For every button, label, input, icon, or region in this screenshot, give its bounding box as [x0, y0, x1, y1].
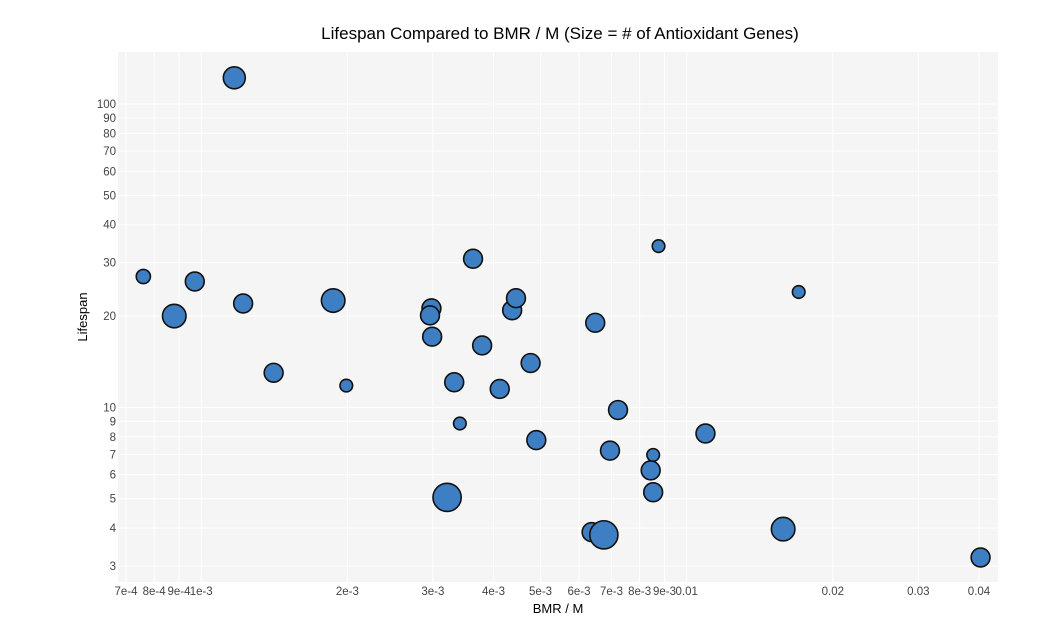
data-point: [443, 372, 465, 393]
y-tick-label: 100: [97, 99, 116, 111]
data-point: [452, 416, 467, 431]
x-tick-label: 5e-3: [529, 586, 552, 598]
y-tick-label: 20: [103, 311, 116, 323]
x-tick-label: 0.02: [822, 586, 844, 598]
y-tick-label: 70: [103, 146, 116, 158]
data-point: [770, 516, 796, 542]
data-point: [232, 293, 254, 314]
data-point: [184, 271, 206, 292]
data-point: [135, 268, 152, 285]
chart-title: Lifespan Compared to BMR / M (Size = # o…: [321, 24, 799, 43]
x-tick-label: 9e-4: [167, 586, 191, 598]
y-tick-label: 80: [103, 128, 116, 140]
grid-lines: [118, 52, 998, 582]
y-tick-label: 50: [103, 190, 116, 202]
y-tick-label: 90: [103, 113, 116, 125]
data-point: [520, 352, 541, 374]
y-tick-label: 8: [110, 432, 116, 444]
x-tick-label: 7e-4: [114, 586, 138, 598]
data-point: [222, 66, 247, 90]
y-tick-label: 40: [103, 220, 116, 232]
data-point: [161, 303, 187, 329]
y-tick-label: 6: [110, 470, 116, 482]
data-points: [135, 66, 991, 568]
x-tick-label: 0.03: [907, 586, 929, 598]
x-axis-ticks: 7e-4 8e-4 9e-4 1e-3 2e-3 3e-3 4e-3 5e-3 6e-3 7e-3…: [114, 586, 990, 598]
x-axis-title: BMR / M: [533, 601, 584, 616]
y-axis-title: Lifespan: [75, 292, 90, 341]
data-point: [646, 447, 661, 463]
data-point: [320, 287, 346, 314]
x-tick-label: 0.01: [676, 586, 698, 598]
x-tick-label: 4e-3: [482, 586, 505, 598]
data-point: [421, 326, 443, 347]
y-tick-label: 9: [110, 416, 116, 428]
y-tick-label: 30: [103, 258, 116, 270]
x-tick-label: 1e-3: [190, 586, 213, 598]
y-tick-label: 7: [110, 449, 116, 461]
x-tick-label: 8e-3: [628, 586, 651, 598]
data-point: [588, 519, 619, 550]
x-tick-label: 9e-3: [653, 586, 676, 598]
y-tick-label: 3: [110, 561, 116, 573]
x-tick-label: 8e-4: [143, 586, 167, 598]
data-point: [970, 547, 991, 568]
x-tick-label: 3e-3: [421, 586, 444, 598]
data-point: [695, 423, 716, 444]
data-point: [419, 305, 441, 326]
x-tick-label: 2e-3: [336, 586, 359, 598]
data-point: [640, 460, 661, 481]
data-point: [489, 378, 510, 400]
data-point: [526, 429, 547, 451]
y-axis-ticks: 3 4 5 6 7 8 9 10 20 30 40 50 60 70 80 90 100: [97, 99, 117, 573]
data-point: [791, 284, 806, 300]
data-point: [263, 362, 284, 384]
plot-background: [118, 52, 998, 582]
y-tick-label: 5: [110, 494, 116, 506]
y-tick-label: 10: [103, 402, 116, 414]
data-point: [651, 239, 666, 254]
data-point: [607, 399, 629, 421]
x-tick-label: 0.04: [968, 586, 991, 598]
x-tick-label: 7e-3: [600, 586, 623, 598]
data-point: [585, 312, 606, 334]
x-tick-label: 6e-3: [567, 586, 590, 598]
data-point: [432, 482, 463, 513]
y-tick-label: 4: [110, 523, 117, 535]
data-point: [599, 440, 621, 461]
data-point: [505, 287, 527, 309]
data-point: [642, 482, 664, 503]
y-tick-label: 60: [103, 166, 116, 178]
data-point: [339, 378, 354, 393]
data-point: [462, 248, 484, 269]
data-point: [471, 335, 493, 356]
